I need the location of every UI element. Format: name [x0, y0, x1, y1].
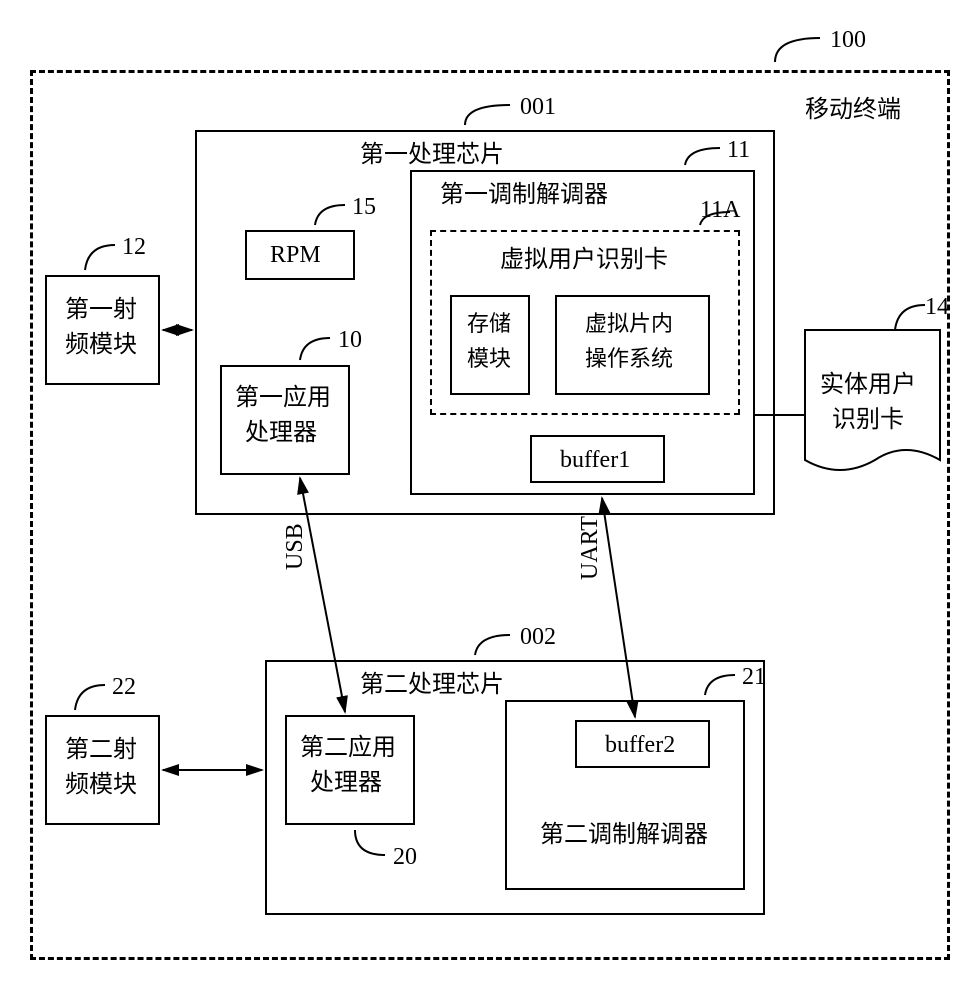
label-storage-a: 存储	[467, 310, 511, 339]
ref-11A: 11A	[700, 195, 740, 226]
ref-12: 12	[122, 232, 146, 263]
ref-21: 21	[742, 662, 766, 693]
label-vcos-a: 虚拟片内	[585, 310, 673, 339]
ref-20: 20	[393, 842, 417, 873]
label-usb: USB	[280, 523, 311, 570]
label-rf2b: 频模块	[65, 770, 137, 801]
label-storage-b: 模块	[467, 345, 511, 374]
label-ap1a: 第一应用	[235, 383, 331, 414]
ref-22: 22	[112, 672, 136, 703]
label-ap2b: 处理器	[310, 768, 382, 799]
label-rf1a: 第一射	[65, 295, 137, 326]
label-vcos-b: 操作系统	[585, 345, 673, 374]
label-sim-b: 识别卡	[832, 405, 904, 436]
ref-11: 11	[727, 135, 750, 166]
ref-002: 002	[520, 622, 556, 653]
diagram-canvas: 100 移动终端 001 第一处理芯片 11 第一调制解调器 11A 15 RP…	[20, 20, 957, 980]
label-modem2: 第二调制解调器	[540, 820, 708, 851]
label-modem1: 第一调制解调器	[440, 180, 608, 211]
label-buffer2: buffer2	[605, 730, 675, 761]
label-sim-a: 实体用户	[820, 370, 916, 401]
ref-14: 14	[925, 292, 949, 323]
ref-100: 100	[830, 25, 866, 56]
label-chip2: 第二处理芯片	[360, 670, 504, 701]
ref-001: 001	[520, 92, 556, 123]
ref-10: 10	[338, 325, 362, 356]
label-chip1: 第一处理芯片	[360, 140, 504, 171]
label-buffer1: buffer1	[560, 445, 630, 476]
label-ap1b: 处理器	[245, 418, 317, 449]
label-vsim: 虚拟用户识别卡	[500, 245, 668, 276]
label-rf1b: 频模块	[65, 330, 137, 361]
ref-15: 15	[352, 192, 376, 223]
label-rpm: RPM	[270, 240, 321, 271]
label-rf2a: 第二射	[65, 735, 137, 766]
label-uart: UART	[575, 516, 606, 580]
label-ap2a: 第二应用	[300, 733, 396, 764]
label-mobile-terminal: 移动终端	[805, 95, 901, 126]
